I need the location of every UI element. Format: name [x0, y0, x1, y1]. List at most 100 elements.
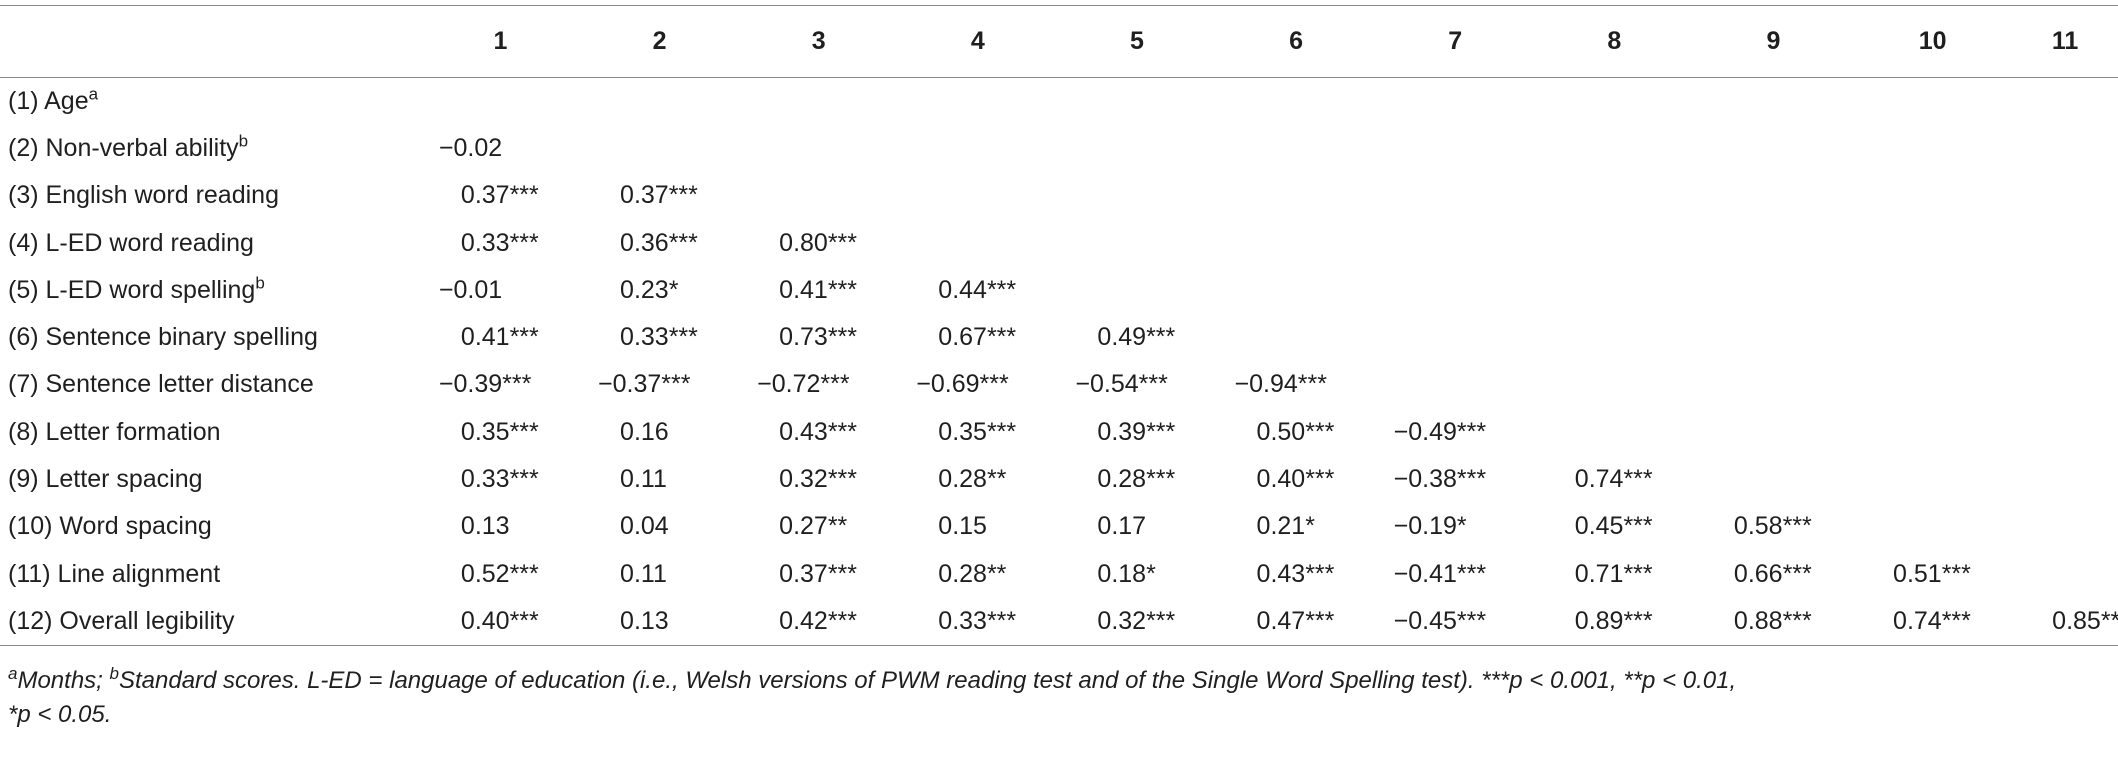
row-label-text: (11) Line alignment — [8, 559, 221, 588]
table-cell: 0.11 — [620, 559, 667, 588]
row-label: (8) Letter formation — [0, 409, 421, 456]
table-cell — [1853, 314, 2012, 361]
table-cell: 0.89*** — [1534, 597, 1694, 646]
footnote-sup-b: b — [109, 664, 119, 683]
table-body: (1) Agea (2) Non-verbal abilityb −0.02 (3) … — [0, 78, 2118, 646]
table-cell — [2012, 550, 2118, 597]
row-label: (3) English word reading — [0, 172, 421, 219]
table-cell — [1217, 78, 1376, 125]
row-label-text: (1) Age — [8, 86, 89, 115]
table-cell — [580, 78, 739, 125]
table-cell — [739, 172, 898, 219]
row-label: (11) Line alignment — [0, 550, 421, 597]
table-cell — [739, 78, 898, 125]
table-row: (5) L-ED word spellingb −0.01 0.23* 0.41***… — [0, 267, 2118, 314]
table-cell — [1057, 125, 1216, 172]
header-row: 1 2 3 4 5 6 7 8 9 10 11 — [0, 5, 2118, 78]
table-cell: −0.02 — [438, 133, 503, 162]
table-cell: 0.42*** — [739, 597, 899, 646]
table-cell — [1535, 219, 1694, 266]
row-label: (2) Non-verbal abilityb — [0, 125, 421, 172]
row-label-text: (12) Overall legibility — [8, 606, 235, 635]
table-cell: −0.45*** — [1375, 597, 1535, 646]
table-cell: 0.18* — [1097, 559, 1156, 588]
table-cell: 0.17 — [1097, 512, 1147, 541]
row-label-text: (4) L-ED word reading — [8, 228, 254, 257]
table-cell — [1853, 219, 2012, 266]
table-cell: 0.41*** — [779, 275, 858, 304]
header-label-cell — [0, 5, 421, 78]
table-cell: 0.73*** — [779, 323, 858, 352]
row-label: (10) Word spacing — [0, 503, 421, 550]
table-cell — [1694, 409, 1853, 456]
table-cell: −0.41*** — [1393, 559, 1487, 588]
table-cell — [1057, 78, 1216, 125]
table-cell — [1853, 361, 2012, 408]
table-cell: 0.33*** — [460, 465, 539, 494]
table-cell: 0.21* — [1256, 512, 1315, 541]
table-cell — [1535, 267, 1694, 314]
table-cell: 0.27** — [779, 512, 848, 541]
row-label-text: (9) Letter spacing — [8, 465, 203, 494]
row-label-superscript: a — [88, 84, 99, 104]
table-cell — [1535, 78, 1694, 125]
column-header: 6 — [1216, 5, 1376, 78]
table-cell: 0.04 — [620, 512, 669, 541]
table-cell — [1694, 456, 1853, 503]
table-row: (2) Non-verbal abilityb −0.02 — [0, 125, 2118, 172]
table-row: (6) Sentence binary spelling 0.41*** 0.33*… — [0, 314, 2118, 361]
table-cell: 0.28*** — [1097, 465, 1176, 494]
column-header: 8 — [1534, 5, 1694, 78]
table-cell — [2012, 172, 2118, 219]
table-cell — [1535, 314, 1694, 361]
column-header: 5 — [1057, 5, 1217, 78]
table-cell: 0.33*** — [620, 323, 698, 352]
row-label: (4) L-ED word reading — [0, 219, 421, 266]
table-cell — [2012, 409, 2118, 456]
row-label: (6) Sentence binary spelling — [0, 314, 421, 361]
table-row: (8) Letter formation 0.35*** 0.16 0.43*** 0.… — [0, 409, 2118, 456]
table-cell: 0.13 — [580, 597, 740, 646]
table-row: (3) English word reading 0.37*** 0.37*** — [0, 172, 2118, 219]
table-cell: 0.37*** — [620, 181, 698, 210]
table-cell — [2012, 456, 2118, 503]
table-cell — [1057, 267, 1216, 314]
table-cell — [739, 125, 898, 172]
table-cell: 0.13 — [460, 512, 510, 541]
table-cell — [421, 78, 580, 125]
table-cell: 0.28** — [938, 559, 1007, 588]
table-cell — [1694, 267, 1853, 314]
row-label-superscript: b — [255, 273, 265, 293]
table-cell: 0.44*** — [938, 275, 1017, 304]
table-cell: −0.37*** — [598, 370, 691, 399]
table-cell — [1376, 172, 1535, 219]
table-cell — [1694, 125, 1853, 172]
table-cell: 0.40*** — [420, 597, 581, 646]
table-cell: 0.49*** — [1097, 323, 1176, 352]
table-cell: 0.28** — [938, 465, 1007, 494]
table-cell: 0.74*** — [1853, 597, 2013, 646]
table-row: (7) Sentence letter distance −0.39*** −0.3… — [0, 361, 2118, 408]
column-header: 7 — [1375, 5, 1535, 78]
table-cell — [2012, 314, 2118, 361]
table-cell: 0.67*** — [938, 323, 1017, 352]
table-cell — [2012, 361, 2118, 408]
table-cell: 0.16 — [620, 417, 669, 446]
table-cell: −0.49*** — [1393, 417, 1487, 446]
footnote-text-a: Months; — [17, 667, 110, 694]
table-cell — [898, 78, 1057, 125]
table-cell: 0.45*** — [1574, 512, 1653, 541]
table-cell — [1217, 314, 1376, 361]
table-cell: 0.35*** — [460, 417, 539, 446]
table-cell: 0.50*** — [1256, 417, 1335, 446]
footnote-text-b: Standard scores. L-ED = language of educ… — [118, 667, 1737, 694]
table-cell — [1376, 314, 1535, 361]
table-cell — [1535, 361, 1694, 408]
table-row: (12) Overall legibility 0.40*** 0.13 0.42**… — [0, 597, 2118, 646]
table-cell — [1217, 172, 1376, 219]
table-cell: 0.51*** — [1893, 559, 1971, 588]
table-cell — [1376, 267, 1535, 314]
table-cell — [1694, 78, 1853, 125]
column-header: 11 — [2012, 5, 2118, 78]
